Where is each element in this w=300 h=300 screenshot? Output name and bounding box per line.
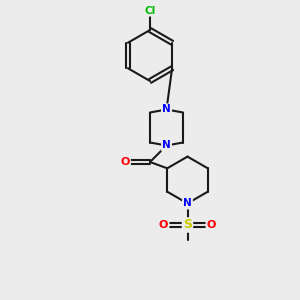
Text: S: S [183, 218, 192, 232]
Text: O: O [120, 157, 130, 167]
Text: O: O [159, 220, 168, 230]
Text: N: N [183, 198, 192, 208]
Text: N: N [162, 140, 171, 151]
Text: Cl: Cl [144, 5, 156, 16]
Text: O: O [207, 220, 216, 230]
Text: N: N [162, 104, 171, 115]
